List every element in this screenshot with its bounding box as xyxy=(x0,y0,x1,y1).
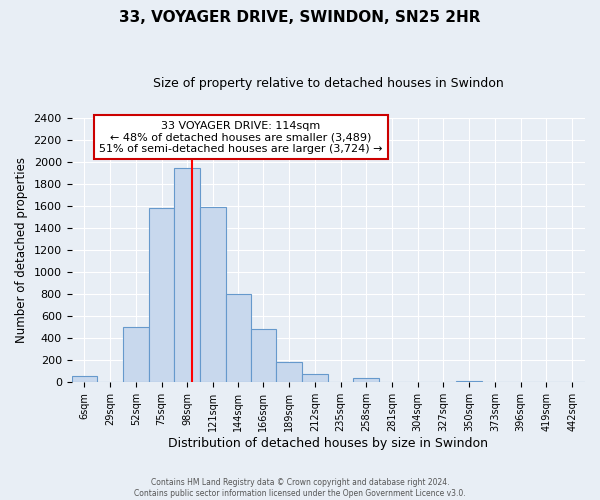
Text: 33 VOYAGER DRIVE: 114sqm
← 48% of detached houses are smaller (3,489)
51% of sem: 33 VOYAGER DRIVE: 114sqm ← 48% of detach… xyxy=(99,120,383,154)
Bar xyxy=(123,328,149,382)
Bar xyxy=(71,376,97,382)
Text: 33, VOYAGER DRIVE, SWINDON, SN25 2HR: 33, VOYAGER DRIVE, SWINDON, SN25 2HR xyxy=(119,10,481,25)
Text: Contains HM Land Registry data © Crown copyright and database right 2024.
Contai: Contains HM Land Registry data © Crown c… xyxy=(134,478,466,498)
Bar xyxy=(200,208,226,382)
Bar xyxy=(302,374,328,382)
Bar xyxy=(276,362,302,382)
Bar xyxy=(353,378,379,382)
Bar xyxy=(175,168,200,382)
Bar xyxy=(251,330,276,382)
Bar xyxy=(149,208,175,382)
Y-axis label: Number of detached properties: Number of detached properties xyxy=(15,157,28,343)
X-axis label: Distribution of detached houses by size in Swindon: Distribution of detached houses by size … xyxy=(168,437,488,450)
Bar xyxy=(457,381,482,382)
Bar xyxy=(226,294,251,382)
Title: Size of property relative to detached houses in Swindon: Size of property relative to detached ho… xyxy=(153,78,503,90)
